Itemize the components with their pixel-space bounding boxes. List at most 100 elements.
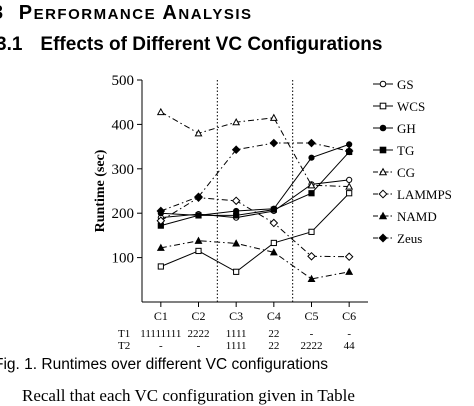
config-cell: 2222: [188, 328, 210, 340]
point-marker: [379, 124, 387, 132]
point-marker: [344, 252, 354, 262]
point-marker: [345, 267, 354, 275]
subsection-heading: 3.1 Effects of Different VC Configuration…: [0, 34, 382, 56]
config-cell: -: [347, 328, 351, 340]
y-tick-label: 400: [112, 117, 135, 133]
point-marker: [346, 190, 353, 197]
series-wcs: [157, 190, 353, 275]
body-text: Recall that each VC configuration given …: [22, 386, 355, 405]
series-tg: [157, 148, 353, 229]
point-marker: [231, 196, 241, 206]
point-marker: [308, 154, 315, 161]
series-line: [160, 142, 350, 212]
runtime-chart: 100 200 300 400 500 Runtime (sec) C1 C2 C3 C4 C5 C6…: [93, 73, 452, 352]
config-cell: 2222: [301, 340, 323, 352]
legend-label: LAMMPS: [397, 187, 452, 202]
point-marker: [308, 190, 315, 197]
x-tick-label: C4: [267, 309, 281, 323]
section-number: 3: [0, 2, 5, 24]
y-tick-label: 200: [112, 206, 135, 222]
point-marker: [346, 176, 353, 184]
x-tick-label: C5: [304, 309, 318, 323]
config-cell: 11111111: [140, 328, 181, 340]
y-tick-label: 100: [112, 251, 135, 267]
config-cell: -: [197, 340, 201, 352]
point-marker: [379, 146, 387, 154]
point-marker: [270, 239, 277, 247]
chart-axes: 100 200 300 400 500 Runtime (sec) C1 C2 C3 C4 C5 C6: [93, 73, 368, 323]
config-row-label: T1: [118, 328, 130, 340]
point-marker: [156, 206, 166, 216]
point-marker: [194, 236, 203, 244]
point-marker: [270, 206, 277, 213]
series-line: [160, 240, 350, 280]
point-marker: [194, 129, 203, 137]
point-marker: [195, 212, 202, 219]
point-marker: [344, 146, 354, 156]
legend-item: NAMD: [373, 209, 437, 224]
legend-label: TG: [397, 143, 414, 158]
config-dividers: [216, 80, 294, 302]
legend-item: GH: [373, 121, 416, 136]
y-tick-label: 300: [112, 162, 135, 178]
point-marker: [157, 263, 164, 270]
point-marker: [378, 233, 388, 243]
legend-label: CG: [397, 165, 415, 180]
series-namd: [156, 236, 354, 283]
point-marker: [346, 141, 353, 148]
x-tick-label: C3: [229, 309, 243, 323]
series-gs: [157, 176, 353, 221]
section-heading: 3 PERFORMANCE ANALYSIS: [0, 2, 253, 25]
point-marker: [156, 107, 165, 116]
section-title-initial-2: A: [162, 2, 179, 24]
config-cell: 22: [268, 328, 279, 340]
series-zeus: [156, 138, 354, 216]
config-cell: -: [159, 340, 163, 352]
config-cell: 1111: [226, 328, 247, 340]
point-marker: [379, 80, 387, 88]
point-marker: [195, 247, 202, 255]
legend-item: WCS: [373, 99, 425, 114]
x-tick-label: C6: [342, 309, 356, 323]
point-marker: [378, 167, 388, 176]
legend-label: Zeus: [397, 231, 422, 246]
config-table: T1 11111111 2222 1111 22- -T2- -1111 22 2222 44: [118, 328, 355, 352]
legend-label: GH: [397, 121, 416, 136]
x-tick-label: C2: [191, 309, 205, 323]
point-marker: [269, 113, 278, 121]
figure-caption: Fig. 1. Runtimes over different VC confi…: [0, 356, 328, 373]
point-marker: [156, 243, 165, 251]
config-row-label: T2: [118, 340, 130, 352]
series-line: [160, 192, 350, 273]
config-cell: 1111: [226, 340, 247, 352]
point-marker: [307, 138, 316, 148]
series-line: [160, 197, 350, 258]
legend-label: NAMD: [397, 209, 437, 224]
legend-item: LAMMPS: [373, 187, 452, 202]
series-lammps: [156, 193, 354, 262]
point-marker: [194, 192, 203, 202]
series-line: [160, 151, 350, 227]
point-marker: [231, 145, 241, 155]
point-marker: [232, 118, 241, 126]
legend-label: WCS: [397, 99, 425, 114]
point-marker: [269, 218, 279, 228]
legend-item: GS: [373, 77, 414, 92]
y-tick-label: 500: [112, 73, 135, 89]
chart-legend: GS WCS GH TG CG LAMMPS NAMD Zeus: [373, 77, 452, 246]
point-marker: [379, 102, 387, 110]
legend-label: GS: [397, 77, 414, 92]
series-line: [160, 111, 350, 188]
point-marker: [269, 138, 279, 148]
series-gh: [157, 141, 353, 219]
series-line: [160, 143, 350, 216]
point-marker: [269, 248, 278, 256]
section-title-rest: ERFORMANCE: [33, 6, 157, 23]
point-marker: [156, 216, 166, 226]
section-title-rest-2: NALYSIS: [178, 6, 253, 23]
series-layer: [156, 107, 354, 283]
point-marker: [308, 228, 315, 235]
config-cell: 22: [268, 340, 279, 352]
legend-item: CG: [373, 165, 415, 180]
point-marker: [307, 274, 316, 283]
